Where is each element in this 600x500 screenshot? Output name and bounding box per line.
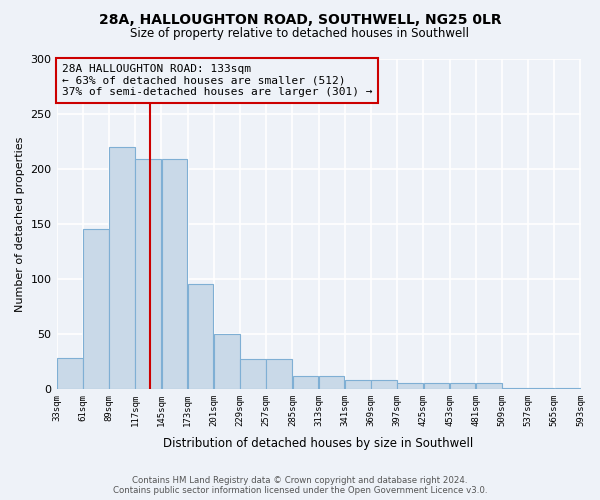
Bar [529,388,554,389]
Bar [57,358,83,389]
Bar [424,384,449,389]
Bar [161,159,187,389]
Bar [266,359,292,389]
Bar [293,376,318,389]
X-axis label: Distribution of detached houses by size in Southwell: Distribution of detached houses by size … [163,437,473,450]
Bar [83,230,109,389]
Bar [450,384,475,389]
Y-axis label: Number of detached properties: Number of detached properties [15,136,25,312]
Bar [397,384,423,389]
Text: Contains HM Land Registry data © Crown copyright and database right 2024.
Contai: Contains HM Land Registry data © Crown c… [113,476,487,495]
Text: Size of property relative to detached houses in Southwell: Size of property relative to detached ho… [131,28,470,40]
Bar [476,384,502,389]
Bar [554,388,580,389]
Bar [581,386,600,389]
Bar [319,376,344,389]
Bar [136,159,161,389]
Bar [109,147,135,389]
Bar [371,380,397,389]
Bar [188,284,214,389]
Bar [345,380,371,389]
Text: 28A, HALLOUGHTON ROAD, SOUTHWELL, NG25 0LR: 28A, HALLOUGHTON ROAD, SOUTHWELL, NG25 0… [98,12,502,26]
Bar [240,359,266,389]
Text: 28A HALLOUGHTON ROAD: 133sqm
← 63% of detached houses are smaller (512)
37% of s: 28A HALLOUGHTON ROAD: 133sqm ← 63% of de… [62,64,372,97]
Bar [502,388,528,389]
Bar [214,334,239,389]
